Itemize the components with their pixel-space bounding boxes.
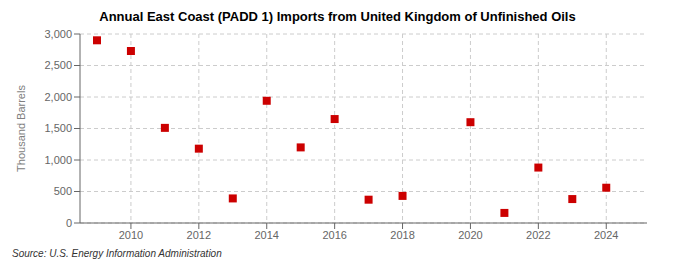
svg-text:2014: 2014 <box>254 229 278 241</box>
svg-text:2,500: 2,500 <box>44 59 72 71</box>
svg-text:1,500: 1,500 <box>44 122 72 134</box>
svg-text:2022: 2022 <box>526 229 550 241</box>
html-text:Source: U.S. Energy Informatio: Source: U.S. Energy Information Administ… <box>12 248 222 259</box>
svg-text:Thousand Barrels: Thousand Barrels <box>15 85 27 172</box>
svg-text:500: 500 <box>54 185 72 197</box>
html-text:Annual East Coast (PADD 1) Imp: Annual East Coast (PADD 1) Imports from … <box>99 9 576 24</box>
svg-text:2018: 2018 <box>390 229 414 241</box>
svg-text:2012: 2012 <box>187 229 211 241</box>
svg-text:0: 0 <box>66 217 72 229</box>
svg-text:1,000: 1,000 <box>44 154 72 166</box>
svg-text:2024: 2024 <box>594 229 618 241</box>
svg-text:2016: 2016 <box>322 229 346 241</box>
svg-text:2,000: 2,000 <box>44 91 72 103</box>
svg-text:2020: 2020 <box>458 229 482 241</box>
svg-text:3,000: 3,000 <box>44 28 72 40</box>
svg-text:2010: 2010 <box>119 229 143 241</box>
